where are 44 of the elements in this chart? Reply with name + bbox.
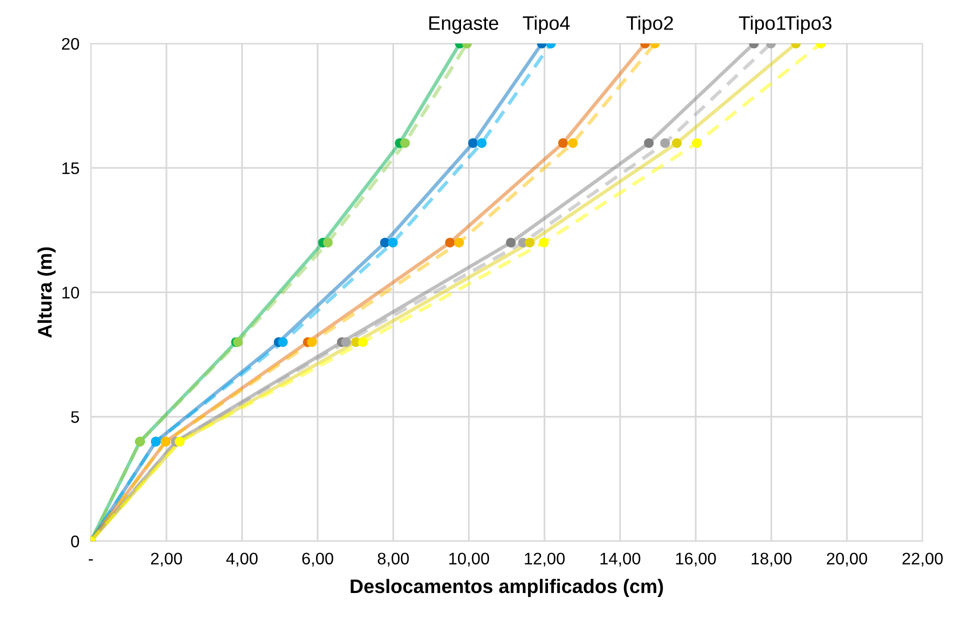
- series-label: Tipo1: [738, 16, 786, 34]
- point: [468, 138, 478, 148]
- series-label: Engaste: [429, 16, 498, 34]
- point: [524, 238, 535, 248]
- point: [400, 138, 410, 148]
- point: [558, 138, 568, 148]
- point: [323, 238, 333, 248]
- x-tick-label: 2,00: [151, 552, 182, 566]
- x-tick-label: 6,00: [302, 552, 334, 566]
- x-tick-label: 18,00: [752, 552, 792, 566]
- y-tick-label: 20: [62, 38, 80, 50]
- point: [568, 138, 578, 148]
- y-tick-label: 15: [62, 162, 80, 174]
- point: [278, 337, 288, 347]
- point: [307, 337, 317, 347]
- point: [506, 238, 516, 248]
- point: [341, 337, 351, 347]
- series-label: Tipo3: [784, 16, 832, 34]
- x-tick-label: 20,00: [826, 552, 868, 566]
- point: [476, 138, 487, 148]
- point: [644, 138, 654, 148]
- point: [388, 238, 398, 248]
- series-label: Tipo2: [626, 16, 673, 34]
- point: [538, 238, 549, 248]
- point: [445, 238, 455, 248]
- x-tick-label: 4,00: [226, 552, 258, 566]
- y-tick-label: 5: [71, 411, 80, 423]
- point: [660, 138, 670, 148]
- point: [692, 138, 702, 148]
- x-tick-label: 22,00: [902, 552, 943, 566]
- point: [672, 138, 682, 148]
- x-tick-label: -: [88, 559, 93, 561]
- x-axis-title: Deslocamentos amplificados (cm): [350, 578, 663, 598]
- x-tick-label: 16,00: [676, 552, 716, 566]
- point: [358, 337, 368, 347]
- point: [454, 238, 464, 248]
- y-axis-title: Altura (m): [37, 247, 56, 338]
- series-label: Tipo4: [522, 16, 570, 34]
- x-tick-label: 12,00: [524, 552, 565, 566]
- x-tick-label: 10,00: [449, 552, 490, 566]
- x-tick-label: 8,00: [378, 552, 409, 566]
- y-tick-label: 0: [71, 536, 80, 548]
- x-tick-label: 14,00: [600, 552, 640, 566]
- y-tick-label: 10: [62, 286, 80, 299]
